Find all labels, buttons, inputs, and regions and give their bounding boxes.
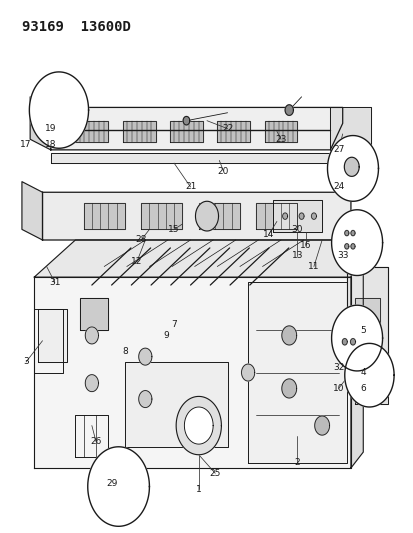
Polygon shape (83, 203, 124, 229)
Polygon shape (344, 343, 393, 407)
Polygon shape (350, 240, 362, 468)
Polygon shape (29, 72, 88, 148)
Polygon shape (141, 203, 182, 229)
Polygon shape (340, 333, 356, 346)
Polygon shape (282, 213, 287, 219)
Text: 5: 5 (360, 326, 365, 335)
Polygon shape (195, 201, 218, 231)
Polygon shape (107, 483, 129, 490)
Polygon shape (327, 135, 377, 201)
Text: 24: 24 (332, 182, 343, 191)
Polygon shape (344, 230, 348, 236)
Text: 32: 32 (332, 363, 344, 372)
Text: 23: 23 (275, 135, 286, 144)
Text: 9: 9 (163, 331, 169, 340)
Polygon shape (354, 383, 387, 405)
Polygon shape (350, 244, 354, 249)
Polygon shape (247, 282, 346, 463)
Text: 21: 21 (185, 182, 196, 191)
Text: 19: 19 (45, 124, 56, 133)
Text: 15: 15 (168, 225, 179, 234)
Polygon shape (272, 200, 321, 232)
Polygon shape (183, 116, 189, 125)
Polygon shape (34, 240, 362, 277)
Polygon shape (354, 298, 379, 346)
Text: 93169  13600D: 93169 13600D (22, 20, 131, 34)
Polygon shape (344, 157, 358, 176)
Text: 26: 26 (90, 437, 102, 446)
Text: 28: 28 (135, 236, 147, 245)
Text: 3: 3 (23, 358, 29, 367)
Polygon shape (55, 97, 79, 118)
Text: 17: 17 (20, 140, 32, 149)
Polygon shape (285, 105, 293, 115)
Polygon shape (217, 120, 249, 142)
Polygon shape (138, 348, 152, 365)
Text: 18: 18 (45, 140, 56, 149)
Polygon shape (340, 229, 354, 237)
Polygon shape (79, 298, 108, 330)
Text: 33: 33 (336, 252, 348, 261)
Polygon shape (102, 480, 135, 493)
Polygon shape (124, 362, 227, 447)
Polygon shape (138, 391, 152, 408)
Text: 14: 14 (262, 230, 274, 239)
Text: 4: 4 (360, 368, 365, 377)
Polygon shape (30, 97, 51, 150)
Polygon shape (281, 326, 296, 345)
Text: 7: 7 (171, 320, 176, 329)
Polygon shape (346, 266, 387, 383)
Polygon shape (331, 305, 382, 371)
Polygon shape (281, 379, 296, 398)
Polygon shape (342, 338, 347, 345)
Text: 31: 31 (49, 278, 60, 287)
Polygon shape (122, 120, 155, 142)
Polygon shape (344, 325, 352, 333)
Text: 29: 29 (107, 479, 118, 488)
Polygon shape (198, 203, 239, 229)
Polygon shape (331, 210, 382, 276)
Polygon shape (314, 416, 329, 435)
Text: 12: 12 (131, 257, 142, 265)
Text: 27: 27 (332, 146, 344, 155)
Polygon shape (51, 152, 338, 163)
Polygon shape (51, 108, 342, 150)
Polygon shape (85, 375, 98, 392)
Polygon shape (38, 86, 55, 108)
Polygon shape (299, 213, 303, 219)
Polygon shape (34, 277, 350, 468)
Text: 1: 1 (195, 484, 201, 494)
Text: 2: 2 (294, 458, 299, 467)
Polygon shape (38, 309, 67, 362)
Polygon shape (350, 230, 354, 236)
Polygon shape (354, 367, 362, 386)
Text: 10: 10 (332, 384, 344, 393)
Polygon shape (85, 327, 98, 344)
Polygon shape (350, 338, 355, 345)
Polygon shape (43, 192, 350, 240)
Polygon shape (330, 108, 370, 150)
Text: 6: 6 (360, 384, 365, 393)
Polygon shape (264, 120, 297, 142)
Polygon shape (22, 182, 43, 240)
Text: 30: 30 (291, 225, 302, 234)
Polygon shape (311, 213, 316, 219)
Polygon shape (184, 407, 213, 444)
Text: 8: 8 (121, 347, 127, 356)
Polygon shape (170, 120, 202, 142)
Polygon shape (75, 120, 108, 142)
Text: 16: 16 (299, 241, 311, 250)
Polygon shape (256, 203, 297, 229)
Polygon shape (340, 243, 354, 251)
Polygon shape (241, 364, 254, 381)
Text: 20: 20 (217, 166, 228, 175)
Polygon shape (88, 447, 149, 526)
Text: 25: 25 (209, 469, 221, 478)
Text: 13: 13 (291, 252, 302, 261)
Polygon shape (344, 244, 348, 249)
Text: 11: 11 (307, 262, 319, 271)
Text: 22: 22 (221, 124, 233, 133)
Polygon shape (176, 397, 221, 455)
